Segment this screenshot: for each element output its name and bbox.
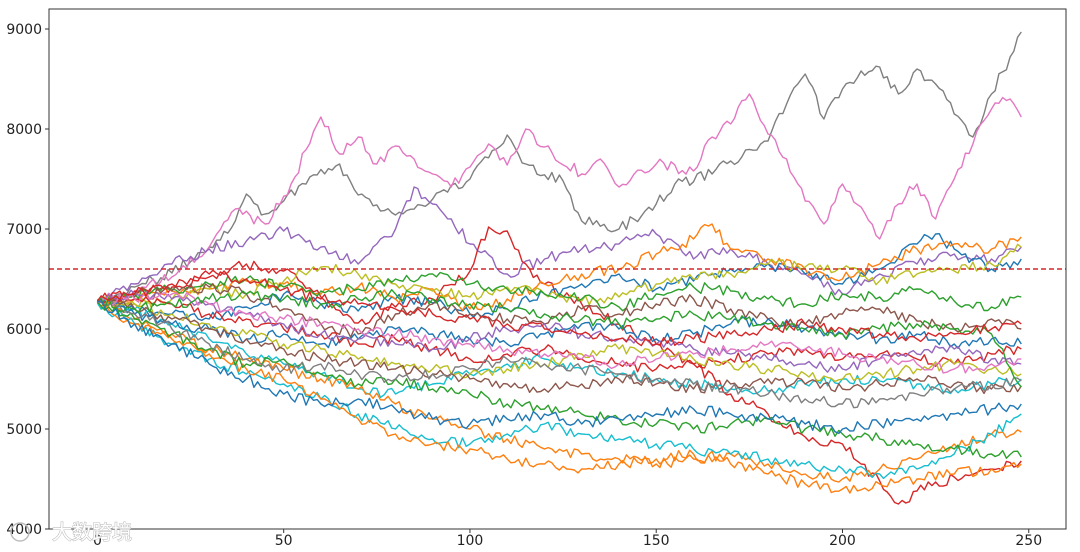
y-tick-label: 4000 <box>6 522 42 538</box>
x-tick-label: 100 <box>457 533 484 549</box>
series-line <box>97 93 1022 302</box>
series-line <box>96 269 1022 347</box>
watermark: 大数跨境 <box>10 519 133 545</box>
series-line <box>97 232 1022 322</box>
axis-group: 0 50 100 150 200 250 4000 5000 6000 7000 8000 9000 <box>6 22 1042 549</box>
x-tick-label: 150 <box>643 533 670 549</box>
x-tick-label: 250 <box>1015 533 1042 549</box>
series-line <box>97 223 1022 312</box>
watermark-text: 大数跨境 <box>52 520 132 544</box>
x-tick-label: 200 <box>829 533 856 549</box>
x-tick-label: 50 <box>275 533 293 549</box>
series-line <box>96 302 1022 480</box>
y-tick-label: 8000 <box>6 122 42 138</box>
y-tick-label: 6000 <box>6 322 42 338</box>
series-line <box>97 31 1022 305</box>
plot-frame <box>48 8 1067 530</box>
series-line <box>96 301 1022 459</box>
series-line <box>97 299 1022 435</box>
series-line <box>97 296 1022 383</box>
series-line <box>97 289 1022 388</box>
series-line <box>96 271 1022 312</box>
series-line <box>97 300 1022 395</box>
x-tick-label: 0 <box>93 533 102 549</box>
y-tick-label: 9000 <box>6 22 42 38</box>
series-line <box>97 186 1022 304</box>
y-tick-label: 7000 <box>6 222 42 238</box>
watermark-logo-icon <box>10 522 30 542</box>
series-line <box>96 300 1022 494</box>
series-line <box>97 301 1022 409</box>
y-tick-label: 5000 <box>6 422 42 438</box>
series-group <box>96 31 1022 505</box>
series-line <box>96 283 1022 338</box>
series-line <box>97 291 1022 374</box>
series-line <box>96 297 1022 399</box>
series-line <box>97 289 1022 373</box>
